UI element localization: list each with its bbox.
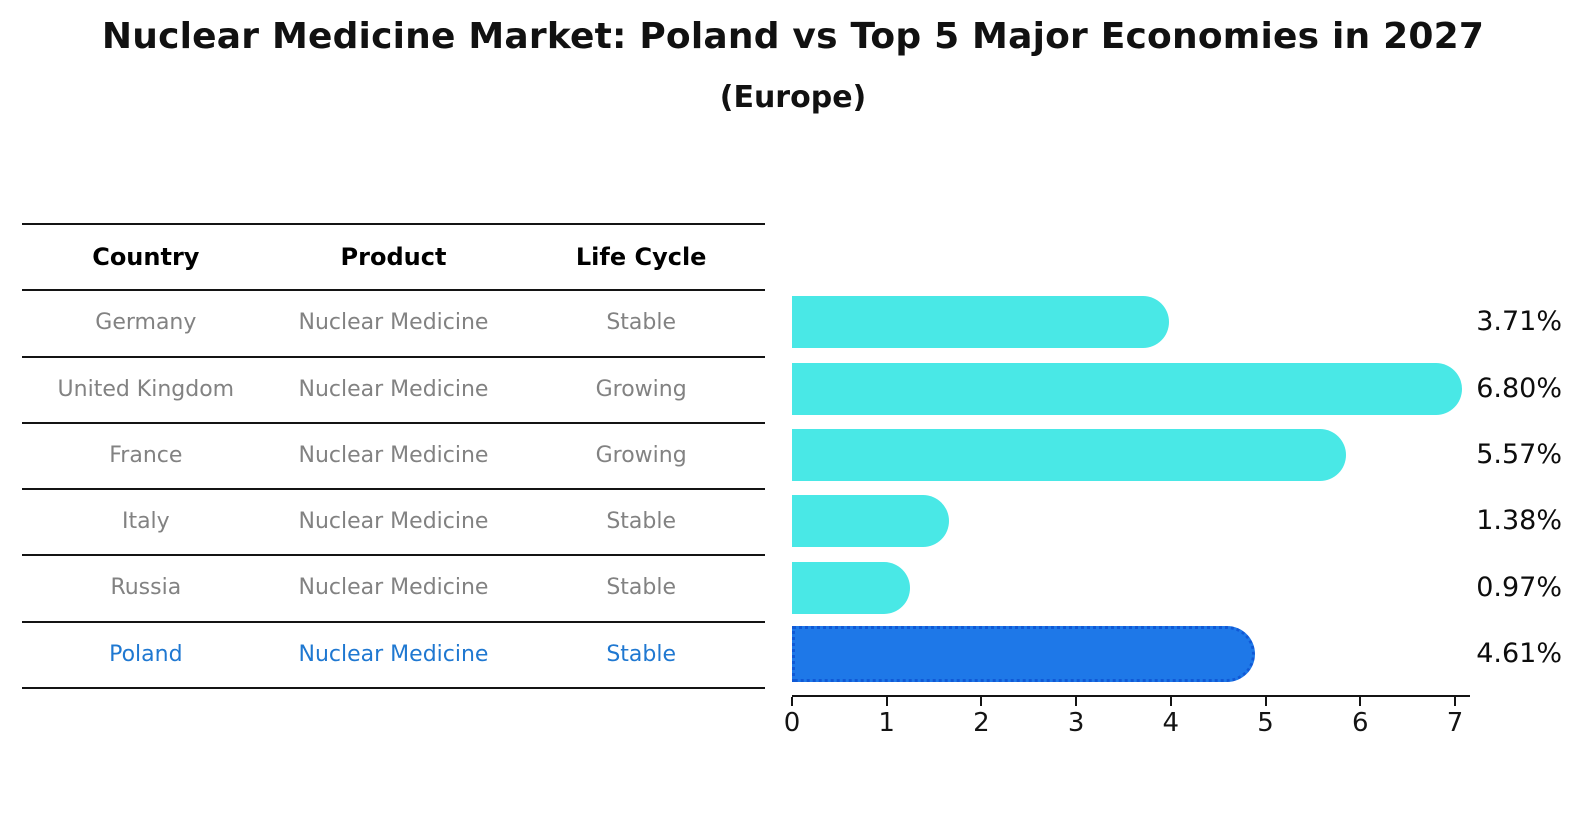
cell-product: Nuclear Medicine [298, 442, 489, 468]
table-row: France Nuclear Medicine Growing [22, 424, 765, 491]
cell-life-cycle: Stable [606, 310, 676, 336]
axis-tick-label: 5 [1257, 708, 1274, 738]
bar-row: 5.57% [792, 422, 1562, 488]
cell-product: Nuclear Medicine [298, 575, 489, 601]
cell-country: Russia [110, 575, 182, 601]
axis-tick-label: 1 [878, 708, 895, 738]
bar [792, 561, 910, 614]
bar-value-label: 5.57% [1476, 438, 1562, 470]
header-product: Product [340, 242, 447, 271]
table-header-row: Country Product Life Cycle [22, 225, 765, 292]
bar-row: 6.80% [792, 356, 1562, 422]
cell-product: Nuclear Medicine [298, 310, 489, 336]
cell-product: Nuclear Medicine [298, 509, 489, 535]
bar-row: 3.71% [792, 289, 1562, 355]
bar-row: 0.97% [792, 555, 1562, 621]
bar-value-label: 4.61% [1476, 637, 1562, 669]
cell-life-cycle: Stable [606, 575, 676, 601]
cell-country: Germany [95, 310, 197, 336]
table-row: Russia Nuclear Medicine Stable [22, 556, 765, 623]
cell-life-cycle: Stable [606, 641, 676, 667]
table-row: United Kingdom Nuclear Medicine Growing [22, 358, 765, 424]
bar [792, 429, 1346, 482]
cell-country: Poland [109, 641, 183, 667]
bar [792, 495, 949, 548]
axis-tick [791, 697, 793, 706]
bar [792, 626, 1255, 683]
cell-life-cycle: Growing [595, 376, 687, 402]
chart-title: Nuclear Medicine Market: Poland vs Top 5… [101, 16, 1485, 57]
header-country: Country [92, 242, 200, 271]
axis-tick-label: 0 [783, 708, 801, 738]
cell-country: Italy [121, 509, 170, 535]
bar-chart: 3.71% 6.80% 5.57% 1.38% 0.97% 4.61% [792, 289, 1562, 687]
cell-product: Nuclear Medicine [298, 641, 489, 667]
cell-life-cycle: Growing [595, 442, 687, 468]
axis-tick [885, 697, 888, 706]
axis-tick-label: 7 [1446, 708, 1464, 738]
table-row: Germany Nuclear Medicine Stable [22, 291, 765, 358]
axis-tick [1075, 697, 1078, 706]
table-body: Germany Nuclear Medicine Stable United K… [22, 291, 765, 690]
axis-tick [1453, 697, 1456, 706]
bar-value-label: 1.38% [1476, 505, 1562, 537]
cell-country: France [109, 442, 183, 468]
bar-value-label: 3.71% [1476, 306, 1562, 338]
axis-tick-label: 2 [973, 708, 990, 738]
axis-tick [1264, 697, 1267, 706]
axis-tick [1359, 697, 1362, 706]
header-life-cycle: Life Cycle [575, 242, 707, 271]
bar [792, 362, 1463, 415]
bar-row: 1.38% [792, 488, 1562, 554]
bar-row: 4.61% [792, 621, 1562, 687]
axis-tick-label: 6 [1351, 708, 1369, 738]
table-row: Italy Nuclear Medicine Stable [22, 490, 765, 557]
country-table: Country Product Life Cycle Germany Nucle… [22, 223, 765, 690]
bar-value-label: 0.97% [1476, 571, 1562, 603]
chart-subtitle: (Europe) [719, 80, 867, 115]
axis-tick [980, 697, 983, 706]
table-row: Poland Nuclear Medicine Stable [22, 623, 765, 690]
axis-tick [1169, 697, 1172, 706]
bar-value-label: 6.80% [1476, 372, 1562, 404]
cell-product: Nuclear Medicine [298, 376, 489, 402]
axis-tick-label: 4 [1162, 708, 1180, 738]
x-axis-line [792, 695, 1470, 697]
x-axis-ticks: 0 1 2 3 4 5 6 7 [784, 695, 1470, 745]
cell-country: United Kingdom [57, 376, 235, 402]
cell-life-cycle: Stable [606, 509, 676, 535]
bar [792, 296, 1170, 349]
axis-tick-label: 3 [1067, 708, 1085, 738]
